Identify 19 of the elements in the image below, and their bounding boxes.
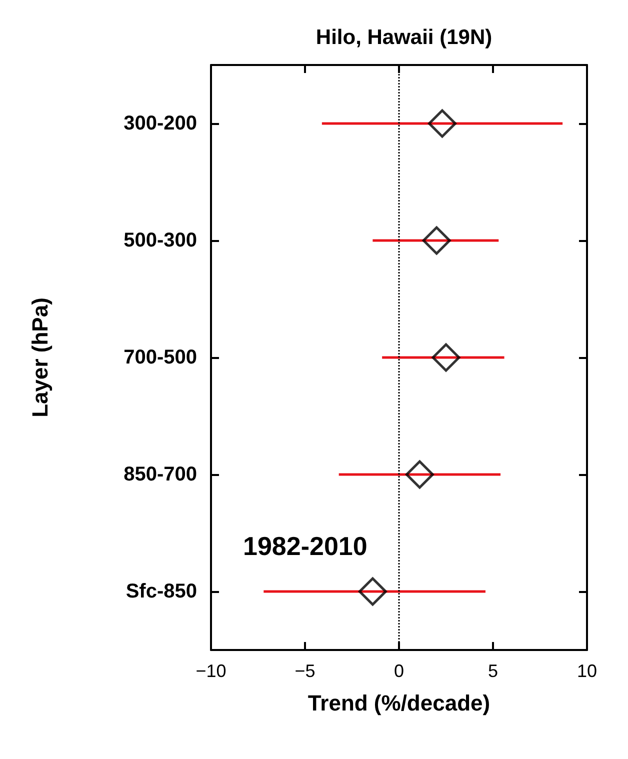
- x-tick-label: −10: [196, 661, 226, 681]
- annotation: 1982-2010: [243, 531, 368, 561]
- x-axis-title: Trend (%/decade): [308, 690, 490, 716]
- x-tick-label: 5: [488, 661, 498, 681]
- y-tick-label: Sfc-850: [126, 580, 197, 602]
- y-tick-label: 300-200: [124, 112, 197, 134]
- point: [422, 226, 451, 255]
- y-axis-title: Layer (hPa): [28, 298, 52, 418]
- x-tick-label: 0: [394, 661, 404, 681]
- x-tick-label: 10: [576, 661, 598, 681]
- x-tick-label: −5: [294, 661, 316, 681]
- chart-title: Hilo, Hawaii (19N): [316, 26, 492, 49]
- point: [358, 577, 387, 606]
- point: [405, 460, 434, 489]
- point: [428, 109, 456, 138]
- point: [432, 343, 460, 372]
- y-tick-label: 700-500: [124, 346, 197, 368]
- y-tick-label: 500-300: [124, 230, 197, 252]
- y-tick-label: 850-700: [124, 464, 197, 486]
